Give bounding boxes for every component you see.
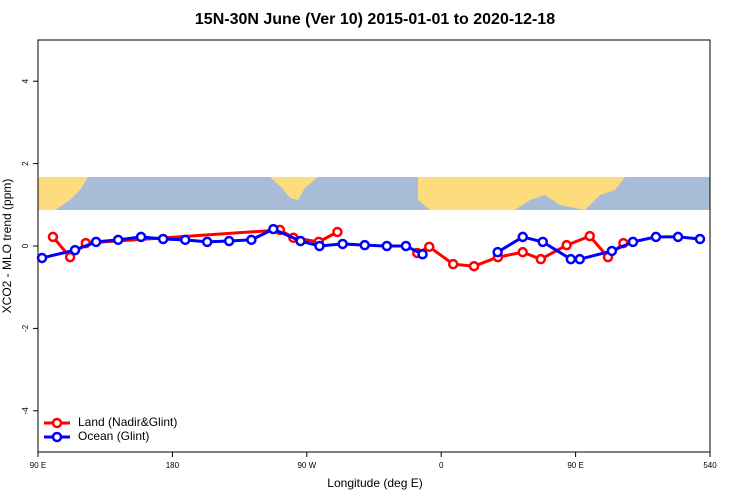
data-point	[517, 231, 528, 243]
data-point	[223, 235, 235, 247]
legend-marker	[51, 417, 63, 429]
data-point	[179, 234, 191, 246]
y-axis-label: XCO2 - MLO trend (ppm)	[0, 179, 14, 314]
data-point	[201, 236, 213, 248]
x-tick-label: 0	[439, 461, 444, 470]
data-point	[535, 253, 547, 265]
y-tick-label: 2	[21, 161, 30, 166]
data-point	[295, 235, 306, 247]
y-tick-label: -4	[21, 407, 30, 415]
data-point	[47, 231, 59, 243]
data-point	[584, 230, 596, 242]
data-point	[537, 236, 548, 248]
map-band	[38, 177, 710, 210]
data-point	[492, 246, 503, 258]
data-point	[314, 240, 325, 252]
series-line	[496, 235, 701, 261]
data-point	[694, 233, 706, 245]
data-point	[400, 240, 412, 252]
y-tick-label: 4	[21, 78, 30, 83]
data-point	[332, 226, 343, 238]
data-point	[381, 240, 393, 252]
data-point	[157, 233, 169, 245]
x-tick-label: 90 E	[567, 461, 583, 470]
data-point	[672, 231, 684, 243]
x-tick-label: 540	[703, 461, 717, 470]
data-point	[246, 234, 257, 246]
x-tick-label: 180	[166, 461, 180, 470]
data-point	[565, 253, 577, 265]
data-point	[135, 231, 147, 243]
legend-label: Land (Nadir&Glint)	[78, 415, 177, 429]
data-point	[36, 252, 48, 264]
x-tick-label: 90 E	[30, 461, 46, 470]
data-point	[424, 241, 435, 253]
data-point	[650, 231, 662, 243]
data-point	[574, 253, 586, 265]
chart-title: 15N-30N June (Ver 10) 2015-01-01 to 2020…	[195, 11, 555, 28]
y-tick-label: 0	[21, 243, 30, 248]
data-point	[359, 239, 370, 251]
data-point	[561, 239, 572, 251]
legend: Land (Nadir&Glint)Ocean (Glint)	[44, 415, 177, 443]
data-point	[517, 246, 528, 258]
data-point	[90, 236, 102, 248]
data-point	[627, 236, 639, 248]
data-point	[606, 245, 618, 257]
data-point	[112, 234, 124, 246]
legend-marker	[51, 431, 63, 443]
y-tick-label: -2	[21, 324, 30, 332]
data-point	[337, 238, 348, 250]
data-point	[468, 260, 480, 272]
data-point	[417, 248, 428, 260]
data-point	[69, 244, 81, 256]
x-axis-label: Longitude (deg E)	[327, 476, 422, 490]
data-point	[64, 251, 76, 263]
x-tick-label: 90 W	[297, 461, 316, 470]
data-point	[268, 223, 279, 235]
legend-label: Ocean (Glint)	[78, 429, 149, 443]
data-point	[447, 258, 459, 270]
